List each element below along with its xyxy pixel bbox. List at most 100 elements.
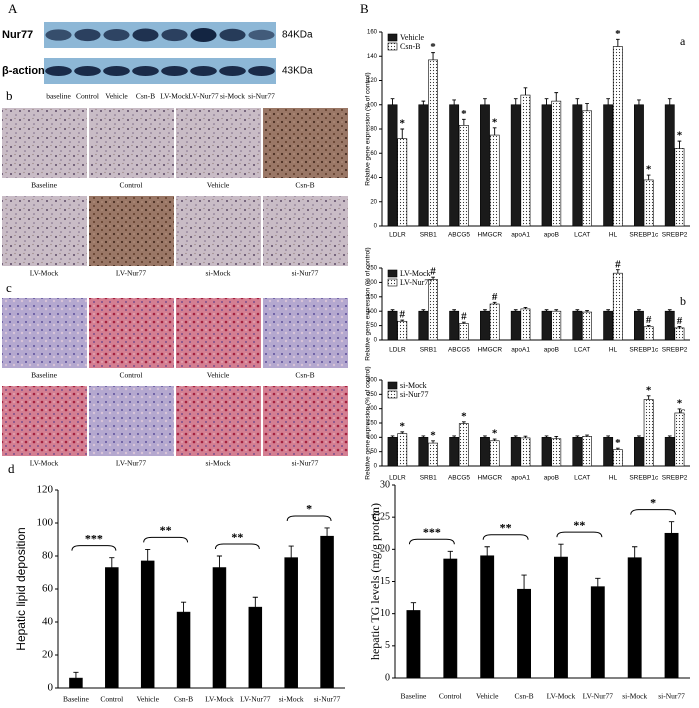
error-bar (483, 435, 487, 438)
bar (664, 104, 675, 227)
error-bar (288, 545, 294, 558)
x-tick-label: apoA1 (511, 232, 530, 239)
x-tick-label: ABCG5 (448, 475, 470, 482)
bar (449, 104, 460, 227)
bar (176, 611, 191, 689)
error-bar (632, 546, 638, 558)
x-tick-label: HL (609, 475, 618, 482)
x-tick-label: HL (609, 232, 618, 239)
x-tick-label: SREBP1c (629, 232, 659, 239)
bar (590, 586, 605, 679)
blot-size-label: 43KDa (282, 66, 313, 77)
x-tick-label: apoB (544, 232, 559, 239)
micrograph (263, 196, 348, 266)
micrograph (89, 108, 174, 178)
bar (541, 104, 552, 227)
significance-label: *** (423, 525, 441, 539)
bar (582, 110, 592, 227)
legend-swatch (387, 278, 398, 287)
error-bar (554, 436, 559, 439)
bar (572, 310, 583, 341)
y-tick-label: 80 (42, 550, 54, 562)
legend-swatch (387, 390, 398, 399)
significance-bracket (214, 543, 260, 550)
error-bar (410, 602, 417, 611)
error-bar (324, 527, 330, 537)
significance-label: ** (573, 518, 585, 532)
y-axis-label: Relative gene expression (% of control) (365, 247, 372, 360)
x-tick-label: Baseline (401, 692, 427, 701)
error-bar (646, 395, 651, 400)
blot-band (190, 28, 217, 42)
bar (320, 535, 334, 689)
significance-bracket (143, 536, 189, 543)
error-bar (554, 309, 559, 312)
blot-band (45, 66, 72, 76)
x-tick-label: LDLR (389, 232, 406, 239)
error-bar (616, 38, 620, 47)
lane-label: Control (76, 92, 99, 101)
error-bar (452, 99, 456, 105)
significance-bracket (482, 534, 529, 540)
error-bar (595, 577, 601, 587)
y-tick-label: 20 (42, 649, 54, 661)
micrograph-label: Control (120, 181, 143, 190)
error-bar (483, 309, 487, 312)
x-tick-label: Vehicle (136, 695, 159, 704)
error-bar (544, 309, 549, 312)
error-bar (544, 98, 549, 105)
error-bar (400, 319, 405, 322)
error-bar (558, 543, 564, 558)
legend-label: Vehicle (400, 33, 424, 42)
micrograph-label: si-Nur77 (292, 269, 319, 278)
significance-marker: * (646, 384, 652, 396)
y-tick-label: 60 (370, 151, 377, 157)
blot-row-label: Nur77 (2, 29, 33, 41)
x-tick-label: SREBP2 (662, 475, 688, 482)
y-tick-label: 15 (380, 576, 390, 587)
x-tick-label: si-Nur77 (658, 692, 685, 701)
bar (458, 125, 469, 227)
bar (634, 437, 644, 467)
bar (480, 310, 490, 341)
legend-label: LV-Nur77 (400, 278, 432, 287)
bar (551, 310, 562, 341)
x-tick-label: Baseline (63, 695, 89, 704)
error-bar (452, 309, 456, 312)
micrograph-label: Baseline (31, 181, 57, 190)
significance-marker: * (677, 130, 683, 142)
blot-size-label: 84KDa (282, 30, 313, 41)
blot-band (132, 28, 159, 42)
x-tick-label: apoA1 (511, 347, 530, 354)
y-tick-label: 25 (380, 511, 390, 522)
error-bar (585, 103, 589, 111)
micrograph (89, 298, 174, 368)
blot-band (161, 28, 188, 42)
y-tick-label: 100 (367, 309, 378, 315)
bar (664, 532, 679, 679)
micrograph (2, 196, 87, 266)
bar (449, 310, 460, 341)
x-tick-label: si-Mock (622, 692, 647, 701)
x-tick-label: Csn-B (514, 692, 533, 701)
error-bar (646, 325, 651, 327)
x-tick-label: HMGCR (478, 347, 503, 354)
micrograph (2, 108, 87, 178)
significance-marker: * (400, 420, 406, 432)
legend-swatch (387, 269, 398, 278)
significance-marker: * (492, 116, 498, 128)
x-tick-label: SRB1 (420, 232, 437, 239)
bar (449, 437, 460, 467)
significance-bracket (630, 509, 677, 515)
legend-label: si-Nur77 (400, 390, 428, 399)
x-tick-label: Control (439, 692, 462, 701)
bar (643, 399, 654, 467)
micrograph (263, 386, 348, 456)
error-bar (606, 98, 610, 105)
bar (510, 104, 521, 227)
bar (428, 279, 438, 341)
bar (510, 310, 521, 341)
significance-marker: # (430, 266, 436, 278)
lane-label: Vehicle (105, 92, 128, 101)
lane-label: baseline (46, 92, 71, 101)
